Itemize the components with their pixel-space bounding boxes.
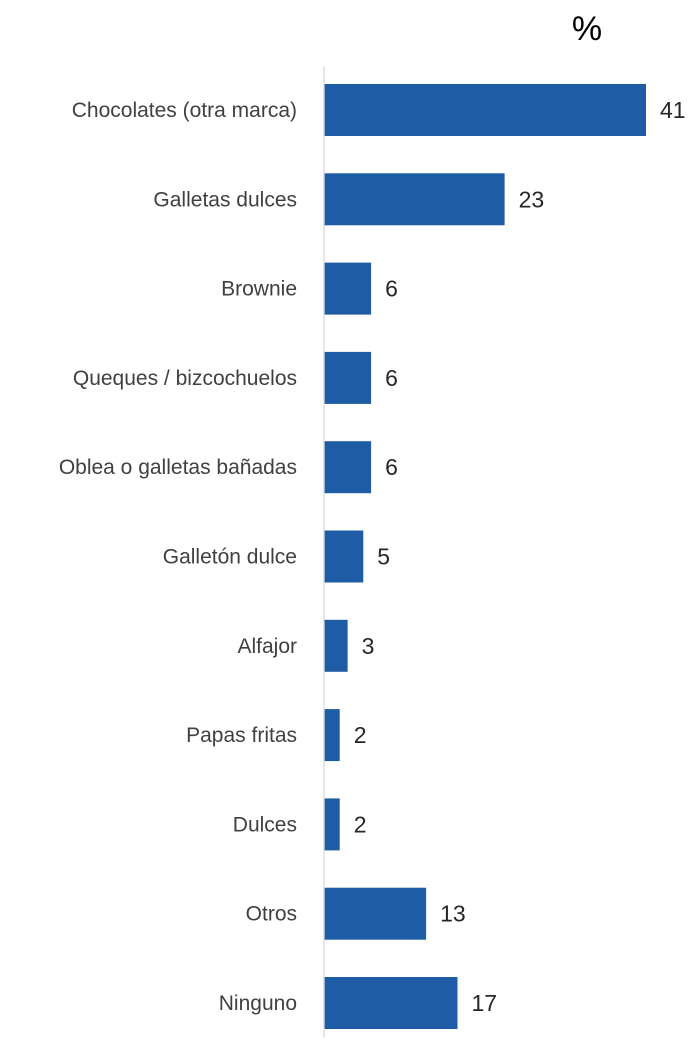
bar-1 [324,173,505,226]
bar-9 [324,887,427,940]
value-label-9: 13 [440,901,466,927]
value-label-8: 2 [354,811,367,837]
unit-label: % [572,10,602,48]
category-label-1: Galletas dulces [153,188,297,211]
bar-7 [324,709,340,762]
category-label-10: Ninguno [219,992,297,1015]
category-label-2: Brownie [221,278,297,301]
value-label-0: 41 [660,97,686,123]
bar-8 [324,798,340,851]
value-label-5: 5 [377,544,390,570]
value-label-10: 17 [472,990,498,1016]
category-label-3: Queques / bizcochuelos [73,367,297,390]
category-label-4: Oblea o galletas bañadas [59,456,297,479]
category-label-7: Papas fritas [186,724,297,747]
value-label-2: 6 [385,276,398,302]
bar-3 [324,351,372,404]
category-label-9: Otros [246,903,297,926]
bar-4 [324,441,372,494]
category-label-5: Galletón dulce [163,546,297,569]
bar-0 [324,84,646,136]
value-label-1: 23 [519,186,545,212]
bar-10 [324,977,458,1029]
bar-5 [324,530,364,583]
category-label-8: Dulces [233,813,297,836]
bar-2 [324,262,372,315]
value-label-7: 2 [354,722,367,748]
value-label-4: 6 [385,454,398,480]
category-label-0: Chocolates (otra marca) [72,99,297,122]
bar-6 [324,619,348,672]
value-label-3: 6 [385,365,398,391]
value-label-6: 3 [362,633,375,659]
category-label-6: Alfajor [237,635,297,658]
